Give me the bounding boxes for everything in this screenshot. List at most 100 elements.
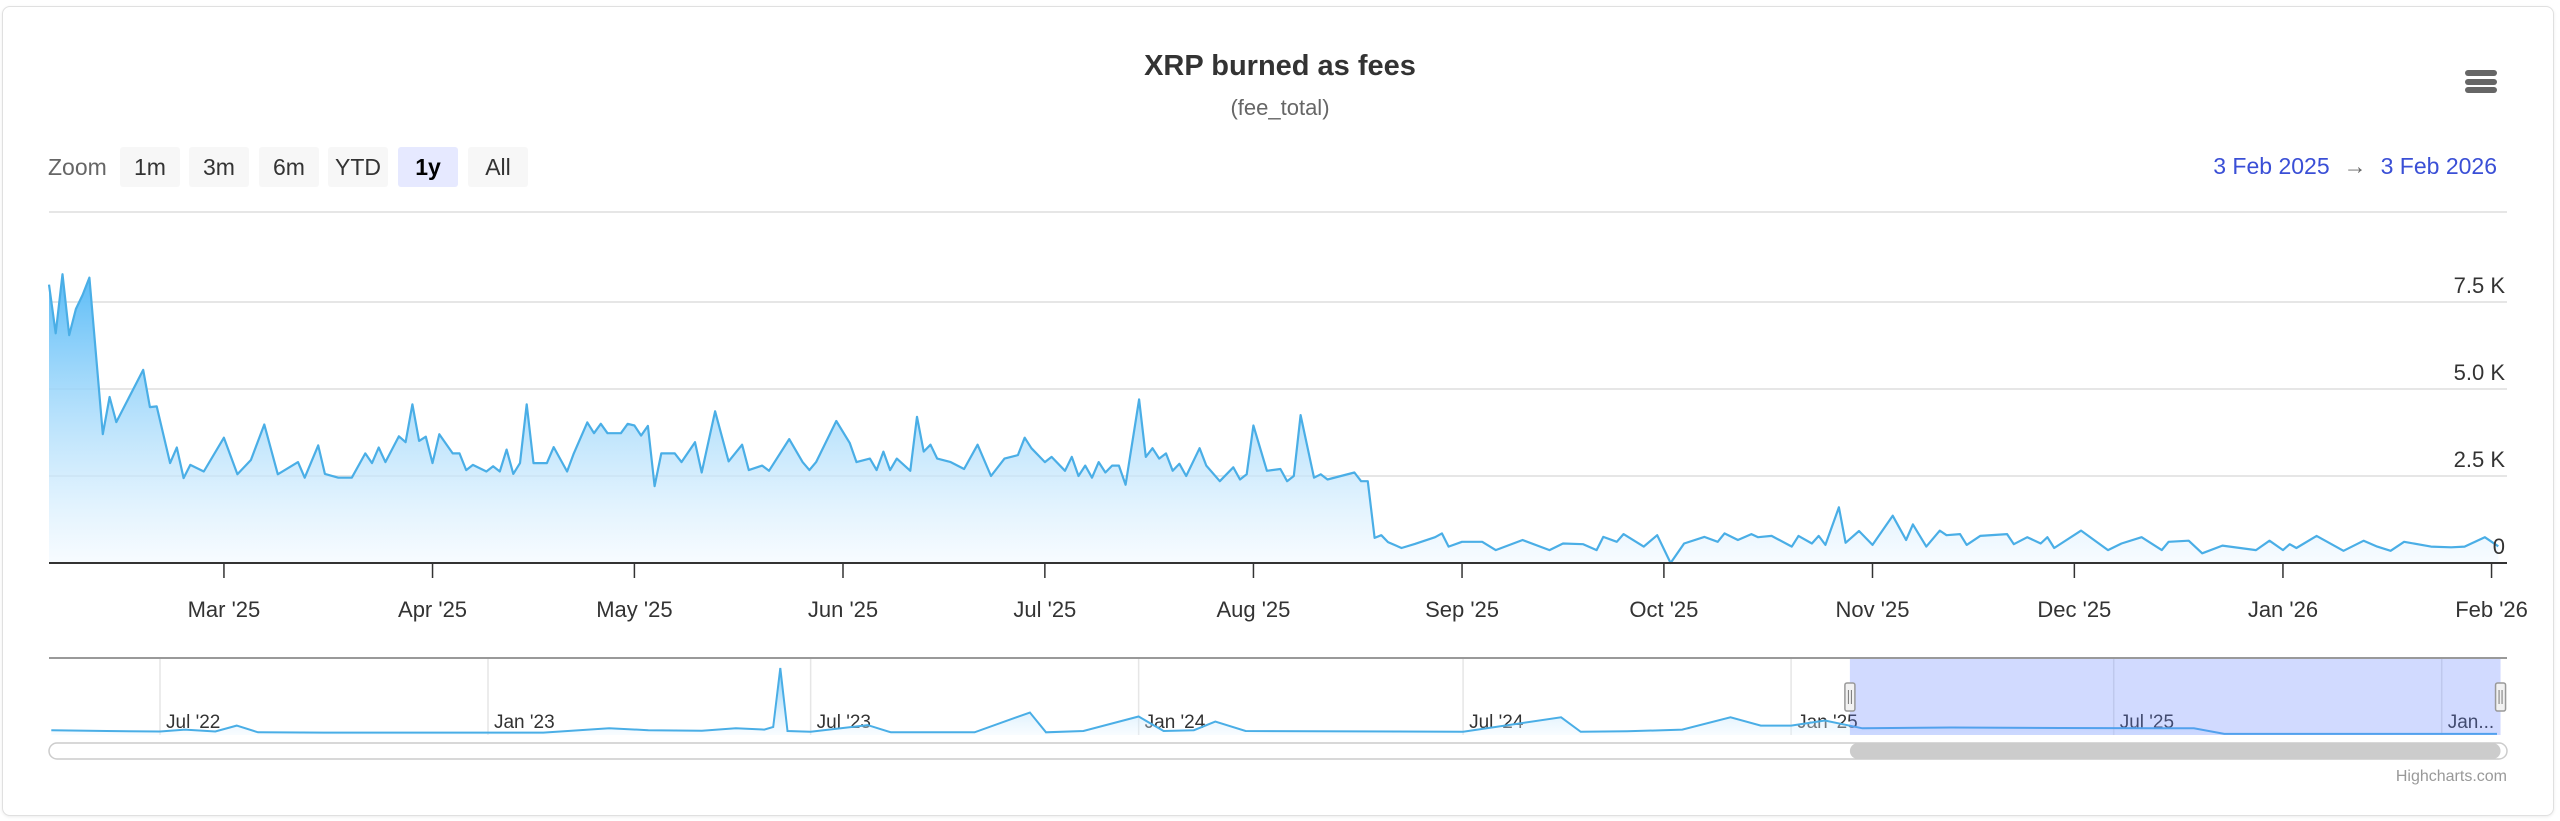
data-point[interactable]: [53, 331, 58, 336]
data-point[interactable]: [2462, 544, 2467, 549]
data-point[interactable]: [464, 468, 469, 473]
data-point[interactable]: [1715, 539, 1720, 544]
data-point[interactable]: [2280, 548, 2285, 553]
data-point[interactable]: [1735, 538, 1740, 543]
data-point[interactable]: [100, 432, 105, 437]
data-point[interactable]: [1083, 463, 1088, 468]
data-point[interactable]: [2402, 539, 2407, 544]
data-point[interactable]: [168, 461, 173, 466]
data-point[interactable]: [336, 475, 341, 480]
navigator-left-handle[interactable]: [1844, 682, 1856, 712]
data-point[interactable]: [2220, 543, 2225, 548]
data-point[interactable]: [1560, 541, 1565, 546]
data-point[interactable]: [692, 440, 697, 445]
data-point[interactable]: [962, 467, 967, 472]
data-point[interactable]: [565, 469, 570, 474]
data-point[interactable]: [2011, 542, 2016, 547]
data-point[interactable]: [544, 461, 549, 466]
navigator-right-handle[interactable]: [2494, 682, 2507, 712]
data-point[interactable]: [1937, 528, 1942, 533]
data-point[interactable]: [605, 431, 610, 436]
data-point[interactable]: [2361, 538, 2366, 543]
data-point[interactable]: [881, 449, 886, 454]
data-point[interactable]: [1809, 541, 1814, 546]
data-point[interactable]: [1924, 544, 1929, 549]
data-point[interactable]: [457, 451, 462, 456]
data-point[interactable]: [1163, 451, 1168, 456]
data-point[interactable]: [1177, 461, 1182, 466]
data-point[interactable]: [1002, 456, 1007, 461]
data-point[interactable]: [652, 484, 657, 489]
data-point[interactable]: [1116, 463, 1121, 468]
data-point[interactable]: [740, 442, 745, 447]
data-point[interactable]: [181, 476, 186, 481]
hamburger-menu-icon[interactable]: [2465, 70, 2497, 93]
data-point[interactable]: [1836, 505, 1841, 510]
data-point[interactable]: [60, 272, 65, 277]
data-point[interactable]: [201, 469, 206, 474]
data-point[interactable]: [2106, 548, 2111, 553]
data-point[interactable]: [322, 471, 327, 476]
data-point[interactable]: [645, 423, 650, 428]
data-point[interactable]: [639, 433, 644, 438]
data-point[interactable]: [221, 435, 226, 440]
data-point[interactable]: [1890, 513, 1895, 518]
zoom-ytd-button[interactable]: YTD: [328, 147, 388, 187]
data-point[interactable]: [834, 419, 839, 424]
data-point[interactable]: [746, 468, 751, 473]
data-point[interactable]: [524, 402, 529, 407]
data-point[interactable]: [1157, 456, 1162, 461]
data-point[interactable]: [1137, 397, 1142, 402]
data-point[interactable]: [894, 456, 899, 461]
data-point[interactable]: [141, 367, 146, 372]
data-point[interactable]: [396, 434, 401, 439]
data-point[interactable]: [67, 333, 72, 338]
data-point[interactable]: [814, 460, 819, 465]
data-point[interactable]: [1796, 533, 1801, 538]
data-point[interactable]: [1029, 446, 1034, 451]
data-point[interactable]: [2186, 538, 2191, 543]
data-point[interactable]: [2052, 546, 2057, 551]
data-point[interactable]: [423, 434, 428, 439]
data-point[interactable]: [1702, 534, 1707, 539]
data-point[interactable]: [417, 438, 422, 443]
data-point[interactable]: [403, 440, 408, 445]
data-point[interactable]: [1110, 463, 1115, 468]
data-point[interactable]: [679, 460, 684, 465]
data-point[interactable]: [73, 306, 78, 311]
date-range-from[interactable]: 3 Feb 2025: [2213, 153, 2330, 179]
data-point[interactable]: [1338, 474, 1343, 479]
data-point[interactable]: [2025, 535, 2030, 540]
data-point[interactable]: [248, 457, 253, 462]
data-point[interactable]: [302, 475, 307, 480]
data-point[interactable]: [1641, 544, 1646, 549]
data-point[interactable]: [383, 460, 388, 465]
data-point[interactable]: [874, 468, 879, 473]
data-point[interactable]: [2200, 551, 2205, 556]
data-point[interactable]: [1904, 538, 1909, 543]
data-point[interactable]: [1594, 548, 1599, 553]
data-point[interactable]: [518, 461, 523, 466]
data-point[interactable]: [531, 461, 536, 466]
data-point[interactable]: [1399, 546, 1404, 551]
data-point[interactable]: [935, 456, 940, 461]
data-point[interactable]: [2267, 538, 2272, 543]
data-point[interactable]: [1022, 435, 1027, 440]
data-point[interactable]: [1042, 460, 1047, 465]
credits-link[interactable]: Highcharts.com: [2395, 768, 2507, 785]
data-point[interactable]: [188, 462, 193, 467]
data-point[interactable]: [1870, 542, 1875, 547]
data-point[interactable]: [1480, 539, 1485, 544]
data-point[interactable]: [174, 445, 179, 450]
data-point[interactable]: [632, 423, 637, 428]
data-point[interactable]: [235, 472, 240, 477]
data-point[interactable]: [760, 463, 765, 468]
data-point[interactable]: [1143, 454, 1148, 459]
data-point[interactable]: [1857, 528, 1862, 533]
data-point[interactable]: [511, 471, 516, 476]
data-point[interactable]: [551, 445, 556, 450]
data-point[interactable]: [1789, 544, 1794, 549]
data-point[interactable]: [975, 442, 980, 447]
data-point[interactable]: [989, 474, 994, 479]
data-point[interactable]: [571, 451, 576, 456]
